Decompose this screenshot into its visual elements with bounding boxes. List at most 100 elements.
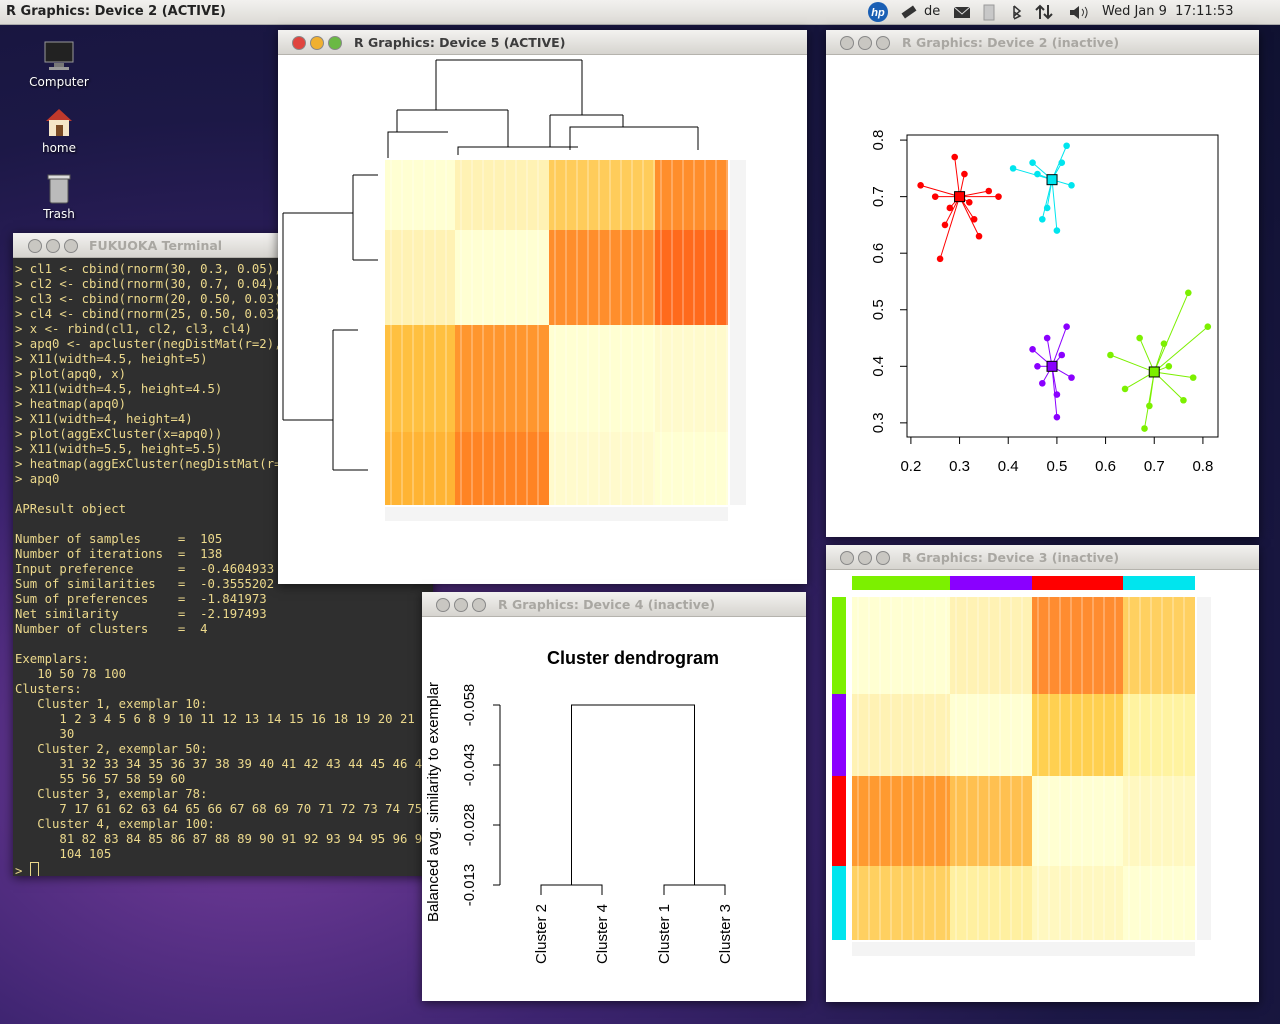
terminal-line: Number of samples = 105 [15, 532, 433, 547]
heatmap-block [655, 432, 728, 505]
terminal-line: Sum of similarities = -0.3555202 [15, 577, 433, 592]
line-text: > apq0 [15, 472, 60, 486]
desktop-icon[interactable]: home [14, 106, 104, 155]
data-point [975, 232, 983, 240]
heatmap-block [1123, 597, 1195, 694]
heatmap-plot [282, 59, 746, 521]
data-point [965, 198, 973, 206]
data-point [1053, 413, 1061, 421]
window-title: R Graphics: Device 5 (ACTIVE) [354, 35, 566, 50]
terminal-line: > x <- rbind(cl1, cl2, cl3, cl4) [15, 322, 433, 337]
x-tick-label: 0.5 [1046, 458, 1067, 475]
icon-label: Trash [43, 207, 75, 221]
col-labels [852, 942, 1195, 956]
line-text: Number of clusters = 4 [15, 622, 208, 636]
data-point [1204, 323, 1212, 331]
heatmap-block [549, 325, 655, 432]
window-title: R Graphics: Device 2 (inactive) [902, 35, 1120, 50]
data-point [1029, 346, 1036, 353]
x-tick-label: 0.4 [998, 458, 1019, 475]
col-labels [385, 507, 728, 521]
clock[interactable]: Wed Jan 9 17:11:53 [1102, 4, 1234, 19]
cluster-color-bar [1123, 576, 1195, 590]
exemplar-link [1110, 354, 1155, 373]
line-text: Input preference = -0.4604933 [15, 562, 275, 576]
dendrogram-branch [396, 59, 624, 147]
y-tick-label: -0.043 [461, 744, 478, 787]
graphics-window[interactable]: R Graphics: Device 5 (ACTIVE) [278, 30, 807, 584]
terminal-line: > cl4 <- cbind(rnorm(25, 0.50, 0.03), [15, 307, 433, 322]
data-point [1034, 363, 1041, 370]
terminal-line: Sum of preferences = -1.841973 [15, 592, 433, 607]
active-window-title: R Graphics: Device 2 (ACTIVE) [6, 4, 226, 19]
data-point [961, 170, 968, 178]
heatmap-block [455, 230, 549, 325]
terminal-line: 30 [15, 727, 433, 742]
data-point [1189, 374, 1197, 381]
heatmap-block [852, 694, 950, 776]
terminal-line: > cl3 <- cbind(rnorm(20, 0.50, 0.03), [15, 292, 433, 307]
cluster-color-bar [1032, 576, 1123, 590]
window-title: FUKUOKA Terminal [89, 238, 223, 253]
desktop-icon[interactable]: Trash [14, 172, 104, 221]
line-text: > x <- rbind(cl1, cl2, cl3, cl4) [15, 322, 252, 336]
line-text: Number of samples = 105 [15, 532, 223, 546]
line-text: 7 17 61 62 63 64 65 66 67 68 69 70 71 72… [15, 802, 433, 816]
terminal-line: > cl2 <- cbind(rnorm(30, 0.7, 0.04), r [15, 277, 433, 292]
merge-branch [571, 704, 695, 885]
exemplar-marker [1046, 360, 1058, 372]
line-text: Clusters: [15, 682, 82, 696]
graphics-window[interactable]: Cluster dendrogram Balanced avg. similari… [422, 592, 806, 1001]
keyboard-layout[interactable]: de [924, 4, 941, 19]
line-text: > cl2 <- cbind(rnorm(30, 0.7, 0.04), r [15, 277, 297, 291]
row-labels [730, 160, 746, 505]
line-text: 31 32 33 34 35 36 37 38 39 40 41 42 43 4… [15, 757, 433, 771]
exemplar-link [1041, 179, 1053, 220]
data-point [917, 182, 924, 189]
terminal-line: Cluster 4, exemplar 100: [15, 817, 433, 832]
tray-icons: hp [868, 2, 1088, 22]
data-point [1063, 323, 1070, 331]
exemplar-link [954, 156, 961, 197]
terminal-line: Number of clusters = 4 [15, 622, 433, 637]
heatmap-block [655, 230, 728, 325]
x-tick-label: 0.2 [900, 458, 921, 475]
merge-branch [663, 884, 726, 895]
data-point [1053, 391, 1061, 398]
heatmap-block [655, 325, 728, 432]
heatmap-block [1123, 866, 1195, 940]
scatter-plot: 0.2 0.3 0.4 0.5 0.6 0.7 0.8 0.3 0.4 0.5 0.6 0.7 0.8 [870, 130, 1219, 475]
line-text: 55 56 57 58 59 60 [15, 772, 186, 786]
line-text: > X11(width=4.5, height=4.5) [15, 382, 223, 396]
icon-label: home [41, 141, 77, 155]
terminal-line: Exemplars: [15, 652, 433, 667]
line-text: Number of iterations = 138 [15, 547, 223, 561]
svg-text:hp: hp [871, 7, 885, 19]
y-tick-label: 0.7 [870, 186, 887, 207]
heatmap-block [385, 325, 455, 432]
cluster-color-bar [852, 576, 950, 590]
terminal-line: > heatmap(aggExCluster(negDistMat(r=2 [15, 457, 433, 472]
x-tick-label: 0.7 [1144, 458, 1165, 475]
terminal-line: 1 2 3 4 5 6 8 9 10 11 12 13 14 15 16 18 … [15, 712, 433, 727]
heatmap-block [1032, 694, 1123, 776]
heatmap-block [455, 432, 549, 505]
y-tick-label: 0.6 [870, 243, 887, 264]
terminal-line: > X11(width=4.5, height=4.5) [15, 382, 433, 397]
graphics-window[interactable]: R Graphics: Device 3 (inactive) [826, 545, 1259, 1002]
line-text: > X11(width=4.5, height=5) [15, 352, 208, 366]
desktop-icon[interactable]: Computer [14, 40, 104, 89]
y-tick-label: 0.8 [870, 130, 887, 151]
heatmap-block [385, 160, 455, 230]
heatmap-block [852, 866, 950, 940]
line-text: 104 105 [15, 847, 112, 861]
data-point [1068, 182, 1075, 189]
graphics-window[interactable]: 0.2 0.3 0.4 0.5 0.6 0.7 0.8 0.3 0.4 0.5 0.6 0.7 0.8 … [826, 30, 1259, 537]
terminal-line: > plot(apq0, x) [15, 367, 433, 382]
heatmap-block [549, 230, 655, 325]
plot-title: Cluster dendrogram [547, 648, 719, 668]
data-point [1121, 385, 1129, 393]
window-title: R Graphics: Device 4 (inactive) [498, 597, 716, 612]
line-text: Cluster 2, exemplar 50: [15, 742, 208, 756]
exemplar-link [920, 184, 960, 198]
